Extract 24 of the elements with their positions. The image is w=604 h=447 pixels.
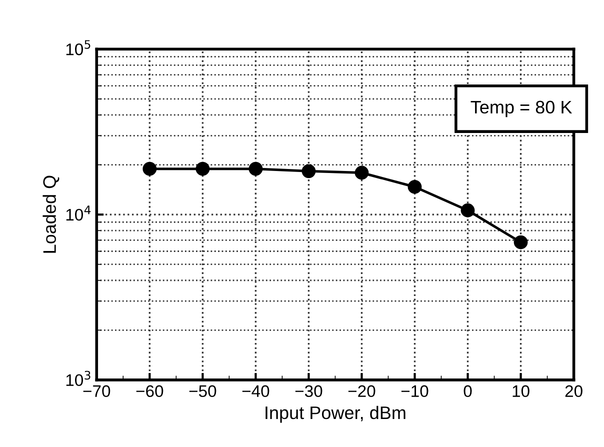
- x-tick-label: −60: [136, 385, 164, 398]
- x-tick-label: −20: [348, 385, 376, 398]
- y-tick-label: 10$^{5}$: [66, 40, 90, 56]
- x-tick-label: −50: [189, 385, 216, 398]
- x-tick-label: −30: [295, 385, 322, 398]
- point: [248, 162, 263, 176]
- y-tick-label: 10$^{4}$: [66, 206, 91, 221]
- y-tick-label: 10$^{3}$: [66, 370, 90, 386]
- point: [460, 203, 475, 218]
- point: [354, 166, 369, 180]
- x-tick-label: −10: [401, 385, 428, 398]
- x-tick-label: 0: [464, 385, 472, 398]
- y-axis-title: Loaded Q: [42, 176, 60, 253]
- x-axis-title: Input Power, dBm: [266, 406, 406, 423]
- point: [514, 235, 528, 250]
- point: [196, 162, 210, 176]
- point: [142, 162, 157, 176]
- annotation: Temp = 80 K: [470, 100, 572, 118]
- x-tick-label: 20: [565, 385, 582, 398]
- point: [408, 180, 422, 194]
- x-tick-label: 10: [512, 385, 530, 398]
- point: [302, 164, 316, 178]
- x-tick-label: −40: [242, 385, 270, 398]
- x-tick-label: −70: [83, 385, 110, 398]
